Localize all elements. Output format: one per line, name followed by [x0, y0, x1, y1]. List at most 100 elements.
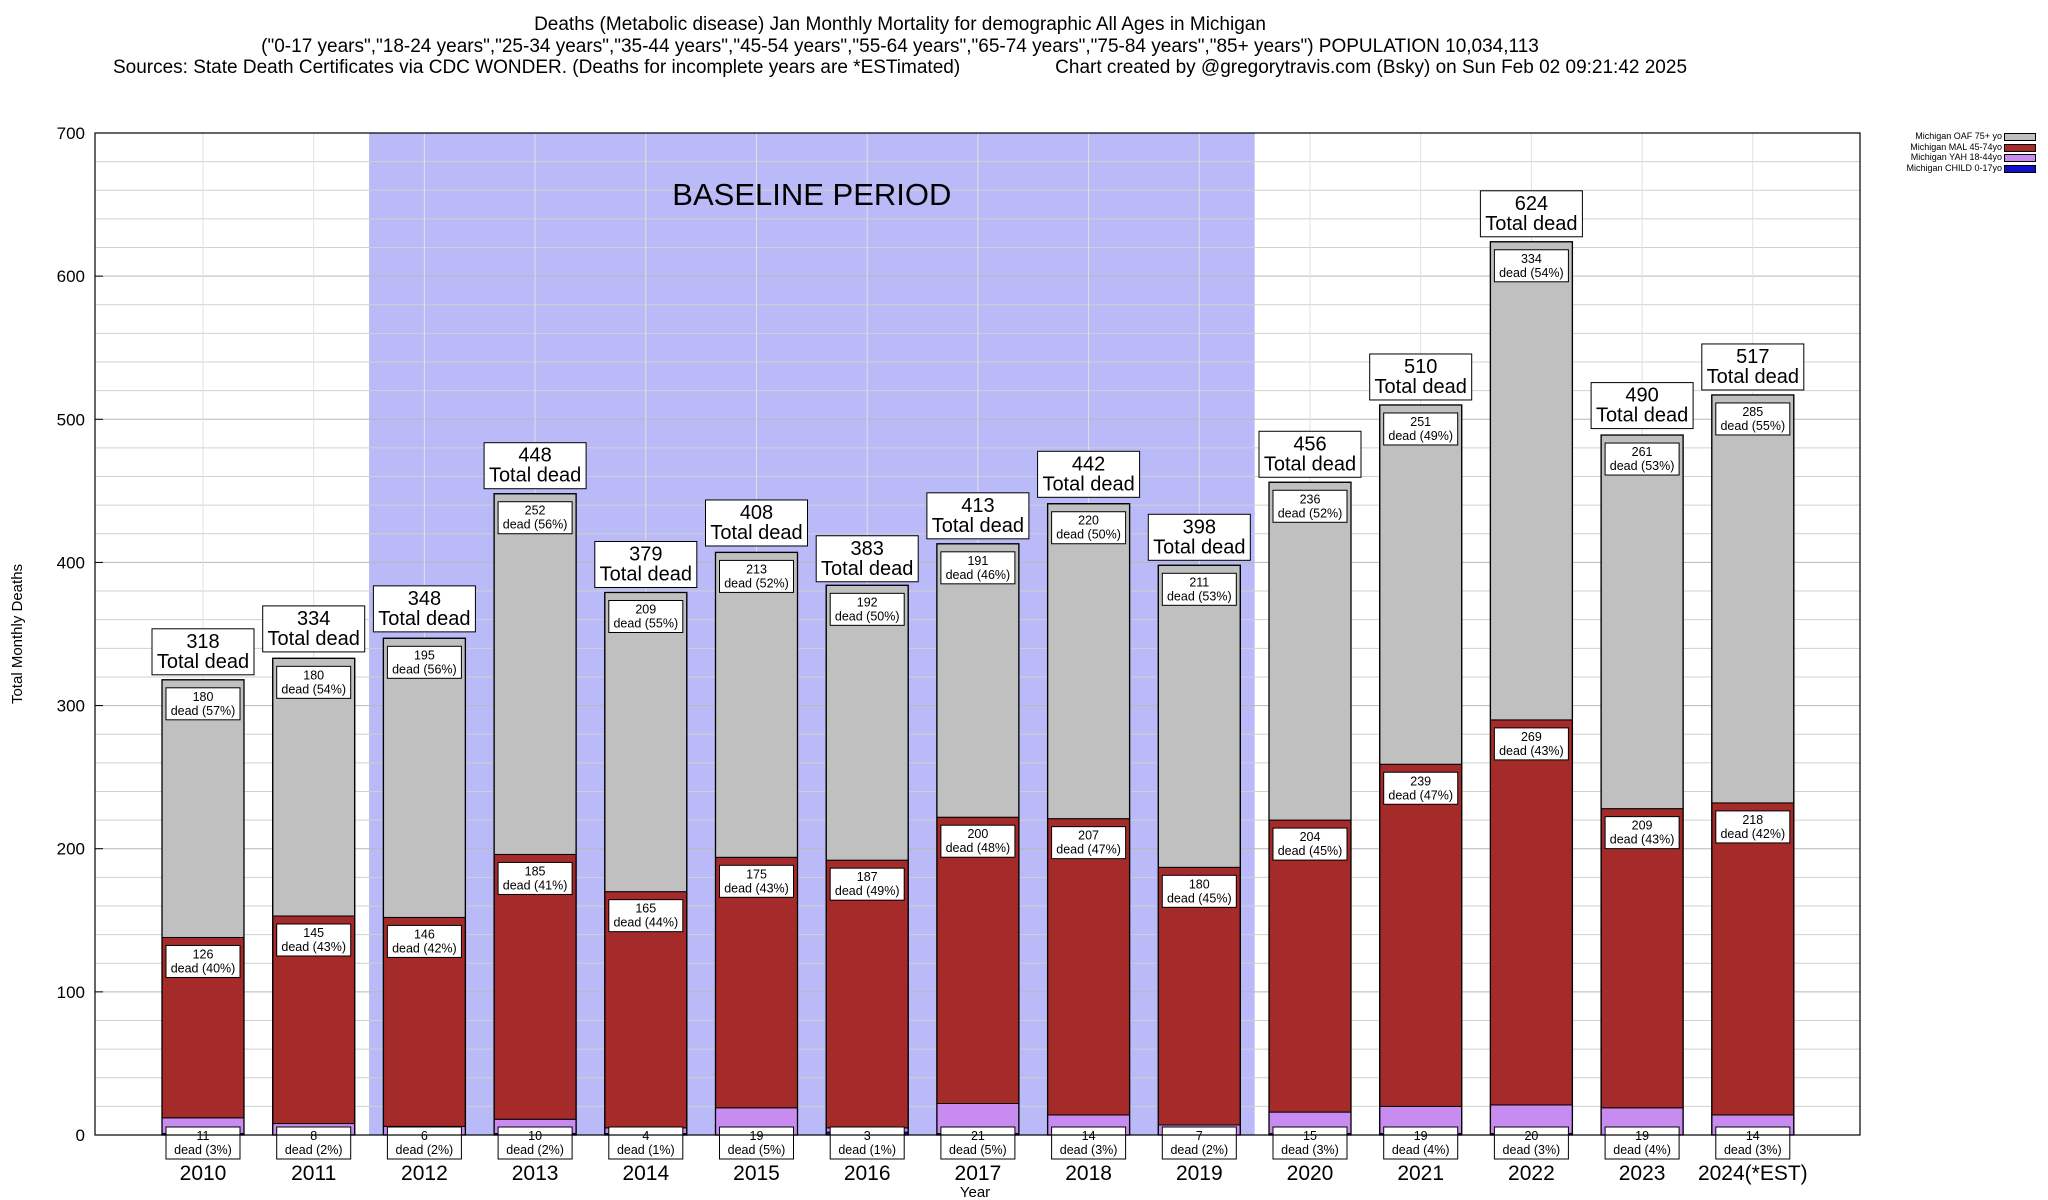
total-label-box [1147, 513, 1251, 561]
segment-label-box [165, 944, 241, 978]
x-tick-label: 2021 [1397, 1162, 1444, 1185]
y-tick-label: 300 [57, 697, 85, 716]
segment-pct-label: dead (45%) [1167, 891, 1232, 905]
segment-value-label: 19 [1635, 1129, 1649, 1143]
segment-label-box [608, 899, 684, 933]
x-tick-label: 2012 [401, 1162, 448, 1185]
segment-label-box [276, 1126, 352, 1160]
bar-segment [1600, 434, 1684, 810]
legend-label: Michigan CHILD 0-17yo [1906, 162, 2002, 173]
segment-pct-label: dead (53%) [1610, 459, 1675, 473]
chart-title: Deaths (Metabolic disease) Jan Monthly M… [534, 14, 1266, 35]
total-value-label: 624 [1515, 193, 1548, 215]
x-tick-label: 2022 [1508, 1162, 1555, 1185]
total-label-box [262, 605, 366, 653]
legend-item: Michigan CHILD 0-17yo [1890, 163, 2040, 174]
x-axis-label: Year [960, 1184, 990, 1200]
segment-value-label: 213 [746, 562, 767, 576]
total-suffix-label: Total dead [157, 651, 249, 673]
segment-value-label: 4 [642, 1129, 649, 1143]
segment-pct-label: dead (5%) [728, 1143, 786, 1157]
total-value-label: 517 [1736, 346, 1769, 368]
legend-swatch [2004, 164, 2036, 173]
segment-pct-label: dead (48%) [946, 841, 1011, 855]
segment-value-label: 239 [1410, 774, 1431, 788]
bar-segment [493, 853, 577, 1120]
segment-pct-label: dead (45%) [1278, 844, 1343, 858]
segment-pct-label: dead (4%) [1613, 1143, 1671, 1157]
segment-label-box [1493, 727, 1569, 761]
segment-pct-label: dead (53%) [1167, 589, 1232, 603]
bar-segment [604, 591, 688, 893]
x-tick-label: 2018 [1065, 1162, 1112, 1185]
total-value-label: 456 [1293, 433, 1326, 455]
y-tick-label: 700 [57, 124, 85, 143]
segment-label-box [386, 924, 462, 958]
segment-pct-label: dead (2%) [1170, 1143, 1228, 1157]
total-value-label: 442 [1072, 453, 1105, 475]
y-tick-label: 100 [57, 983, 85, 1002]
bar-segment [1489, 241, 1573, 721]
total-suffix-label: Total dead [600, 563, 692, 585]
segment-value-label: 261 [1632, 445, 1653, 459]
segment-value-label: 269 [1521, 730, 1542, 744]
bar-segment [1268, 819, 1352, 1113]
segment-label-box [497, 501, 573, 535]
segment-label-box [1383, 412, 1459, 446]
bar-segment [1157, 564, 1241, 868]
x-tick-label: 2023 [1619, 1162, 1666, 1185]
segment-value-label: 8 [310, 1129, 317, 1143]
segment-value-label: 207 [1078, 829, 1099, 843]
segment-value-label: 11 [197, 1129, 210, 1143]
segment-value-label: 285 [1742, 405, 1763, 419]
bar-segment [1047, 503, 1131, 820]
x-tick-label: 2019 [1176, 1162, 1223, 1185]
segment-label-box [1604, 1126, 1680, 1160]
segment-value-label: 180 [1189, 877, 1210, 891]
segment-label-box [1604, 816, 1680, 850]
chart-subtitle-sources: Sources: State Death Certificates via CD… [0, 57, 1800, 79]
bar-segment [1268, 481, 1352, 821]
segment-value-label: 185 [525, 864, 546, 878]
segment-pct-label: dead (54%) [281, 682, 346, 696]
total-value-label: 408 [740, 502, 773, 524]
total-suffix-label: Total dead [821, 558, 913, 580]
baseline-period-label: BASELINE PERIOD [672, 177, 951, 212]
segment-label-box [829, 592, 905, 626]
chart-legend: Michigan OAF 75+ yo Michigan MAL 45-74yo… [1890, 131, 2040, 173]
bar-segment [1379, 763, 1463, 1107]
segment-label-box [608, 599, 684, 633]
total-label-box [1701, 343, 1805, 391]
bar-segment [825, 859, 909, 1129]
segment-label-box [497, 861, 573, 895]
total-suffix-label: Total dead [1596, 405, 1688, 427]
segment-pct-label: dead (3%) [1724, 1143, 1782, 1157]
legend-item: Michigan YAH 18-44yo [1890, 152, 2040, 163]
x-tick-label: 2020 [1287, 1162, 1334, 1185]
total-suffix-label: Total dead [378, 608, 470, 630]
total-label-box [705, 499, 808, 547]
segment-value-label: 180 [193, 690, 214, 704]
segment-pct-label: dead (56%) [503, 518, 568, 532]
segment-label-box [276, 923, 352, 957]
segment-label-box [1161, 1126, 1237, 1160]
total-suffix-label: Total dead [1375, 376, 1467, 398]
total-suffix-label: Total dead [1153, 536, 1245, 558]
segment-value-label: 204 [1300, 830, 1321, 844]
total-value-label: 510 [1404, 356, 1437, 378]
bar-segment [1711, 394, 1795, 804]
bar-segment [1489, 719, 1573, 1106]
segment-value-label: 14 [1746, 1129, 1760, 1143]
chart-subtitle-demographics: ("0-17 years","18-24 years","25-34 years… [261, 36, 1539, 57]
bar-segment [1379, 404, 1463, 765]
bar-segment [715, 856, 798, 1109]
segment-label-box [165, 687, 241, 721]
y-tick-label: 500 [57, 410, 85, 429]
segment-pct-label: dead (42%) [392, 941, 457, 955]
segment-value-label: 200 [967, 827, 988, 841]
segment-label-box [1493, 249, 1569, 283]
total-value-label: 448 [518, 445, 551, 467]
bar-segment [493, 493, 577, 855]
segment-label-box [1383, 1126, 1459, 1160]
